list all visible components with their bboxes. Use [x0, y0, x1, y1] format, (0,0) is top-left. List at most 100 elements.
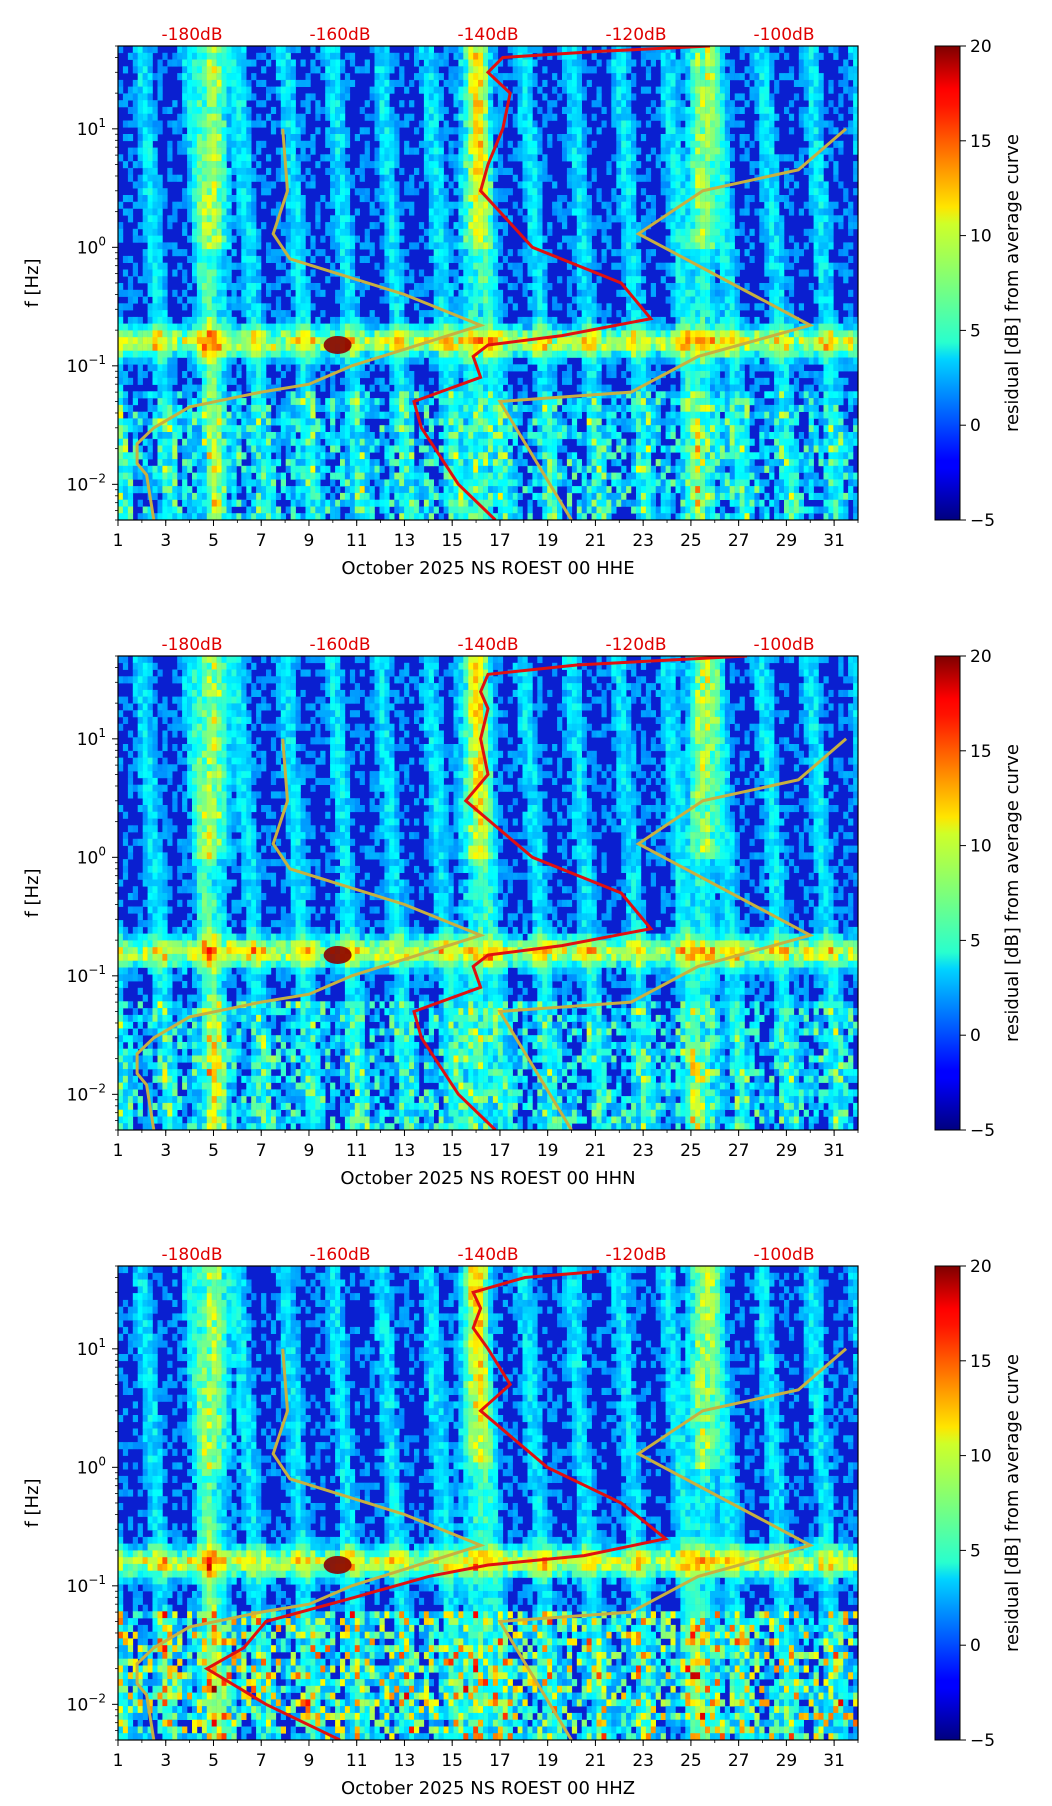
db-scale-label: -160dB [309, 1245, 370, 1265]
heatmap-area [118, 656, 858, 1130]
x-tick-label: 29 [776, 1751, 798, 1771]
db-scale-label: -160dB [309, 635, 370, 655]
x-tick-label: 5 [208, 1141, 219, 1161]
db-scale-label: -140dB [457, 25, 518, 45]
colorbar-tick-label: −5 [970, 1731, 995, 1751]
db-scale-label: -120dB [605, 25, 666, 45]
colorbar: 20 15 10 5 0 −5 residual [dB] from average cur… [934, 647, 1023, 1141]
x-tick-label: 19 [537, 531, 559, 551]
colorbar: 20 15 10 5 0 −5 residual [dB] from average cur… [934, 1257, 1023, 1751]
y-axis-label: f [Hz] [22, 1478, 43, 1527]
y-tick-label: 101 [77, 726, 106, 750]
x-tick-label: 21 [585, 1141, 607, 1161]
db-scale-label: -160dB [309, 25, 370, 45]
x-tick-label: 29 [776, 1141, 798, 1161]
colorbar: 20 15 10 5 0 −5 residual [dB] from average cur… [934, 37, 1023, 531]
x-tick-label: 7 [256, 1141, 267, 1161]
colorbar-label: residual [dB] from average curve [1002, 134, 1023, 432]
colorbar-tick-label: 10 [970, 227, 992, 247]
y-tick-label: 10−2 [67, 1691, 106, 1715]
noise-model-curve-low [135, 738, 486, 1130]
x-tick-label: 15 [441, 1141, 463, 1161]
x-tick-label: 13 [394, 1141, 416, 1161]
db-scale-label: -100dB [753, 25, 814, 45]
x-tick-label: 25 [680, 1141, 702, 1161]
y-tick-label: 10−2 [67, 471, 106, 495]
x-tick-label: 23 [632, 531, 654, 551]
x-axis-label: October 2025 NS ROEST 00 HHZ [341, 1778, 635, 1799]
hotspot-mark [323, 335, 352, 354]
x-tick-label: 1 [113, 1141, 124, 1161]
colorbar-tick-label: 0 [970, 1026, 981, 1046]
x-tick-label: 27 [728, 531, 750, 551]
x-tick-label: 17 [489, 1141, 511, 1161]
x-tick-label: 3 [160, 1141, 171, 1161]
x-tick-label: 11 [346, 1141, 368, 1161]
y-tick-label: 10−1 [67, 353, 106, 377]
colorbar-tick-label: 15 [970, 1352, 992, 1372]
x-tick-label: 7 [256, 1751, 267, 1771]
x-tick-label: 27 [728, 1751, 750, 1771]
db-scale-label: -100dB [753, 1245, 814, 1265]
x-tick-label: 3 [160, 531, 171, 551]
noise-model-curve-high [497, 127, 848, 520]
colorbar-tick-label: 15 [970, 132, 992, 152]
colorbar-tick-label: 20 [970, 37, 992, 57]
colorbar-gradient [934, 655, 961, 1131]
heatmap-cells [118, 656, 858, 1130]
x-tick-label: 9 [304, 1141, 315, 1161]
x-tick-label: 31 [823, 1751, 845, 1771]
x-tick-label: 9 [304, 1751, 315, 1771]
colorbar-tick-label: 5 [970, 321, 981, 341]
colorbar-tick-label: 20 [970, 647, 992, 667]
x-tick-label: 9 [304, 531, 315, 551]
colorbar-tick-label: 0 [970, 1636, 981, 1656]
y-tick-label: 10−1 [67, 1573, 106, 1597]
noise-model-curve-high [497, 737, 848, 1130]
y-tick-label: 10−2 [67, 1081, 106, 1105]
x-tick-label: 31 [823, 531, 845, 551]
db-scale-label: -140dB [457, 1245, 518, 1265]
colorbar-tick-label: 15 [970, 742, 992, 762]
y-tick-label: 101 [77, 116, 106, 140]
y-tick-label: 101 [77, 1336, 106, 1360]
x-tick-label: 25 [680, 1751, 702, 1771]
x-tick-label: 21 [585, 1751, 607, 1771]
noise-model-curve-low [135, 128, 486, 520]
x-tick-label: 13 [394, 1751, 416, 1771]
x-tick-label: 7 [256, 531, 267, 551]
db-scale-label: -100dB [753, 635, 814, 655]
colorbar-tick-label: 0 [970, 416, 981, 436]
colorbar-tick-label: 5 [970, 931, 981, 951]
spectrogram-panel: 1 3 5 7 9 11 13 15 17 19 21 23 25 27 29 3110110010−110−… [22, 25, 1023, 579]
average-psd-curve [412, 46, 711, 520]
average-psd-curve [203, 1269, 670, 1740]
x-axis-label: October 2025 NS ROEST 00 HHN [340, 1168, 635, 1189]
heatmap-cells [118, 46, 858, 520]
db-scale-label: -180dB [161, 25, 222, 45]
colorbar-label: residual [dB] from average curve [1002, 744, 1023, 1042]
x-tick-label: 3 [160, 1751, 171, 1771]
colorbar-tick-label: 5 [970, 1541, 981, 1561]
colorbar-gradient [934, 1265, 961, 1741]
x-tick-label: 19 [537, 1751, 559, 1771]
colorbar-tick-label: 10 [970, 837, 992, 857]
x-tick-label: 23 [632, 1141, 654, 1161]
x-tick-label: 15 [441, 1751, 463, 1771]
db-scale-label: -180dB [161, 635, 222, 655]
average-psd-curve [412, 656, 748, 1130]
x-tick-label: 1 [113, 1751, 124, 1771]
noise-model-curve-high [497, 1347, 848, 1740]
x-tick-label: 23 [632, 1751, 654, 1771]
heatmap-area [118, 1266, 858, 1740]
colorbar-tick-label: −5 [970, 1121, 995, 1141]
x-tick-label: 5 [208, 531, 219, 551]
noise-model-curve-low [135, 1348, 486, 1740]
db-scale-label: -180dB [161, 1245, 222, 1265]
spectrogram-panel: 1 3 5 7 9 11 13 15 17 19 21 23 25 27 29 3110110010−110−… [22, 1245, 1023, 1799]
x-tick-label: 11 [346, 1751, 368, 1771]
x-tick-label: 5 [208, 1751, 219, 1771]
y-tick-label: 10−1 [67, 963, 106, 987]
x-tick-label: 1 [113, 531, 124, 551]
